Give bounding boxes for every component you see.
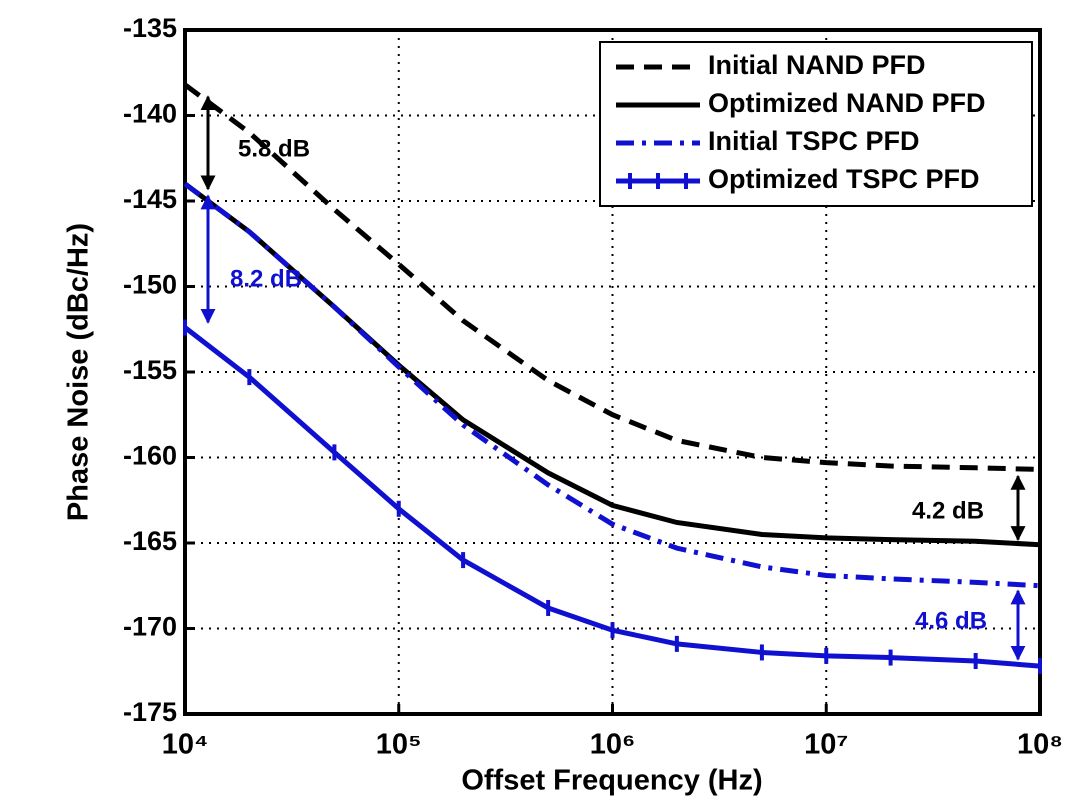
x-tick-label: 10⁶ [590,729,636,761]
y-tick-label: -140 [123,99,177,129]
y-tick-label: -165 [123,526,177,556]
legend-label: Optimized NAND PFD [708,88,986,118]
annotation-text: 5.8 dB [238,135,310,162]
y-tick-label: -160 [123,441,177,471]
x-axis-label: Offset Frequency (Hz) [461,765,762,797]
x-tick-label: 10⁵ [376,729,422,761]
legend-label: Initial TSPC PFD [708,126,920,156]
y-tick-label: -145 [123,184,177,214]
x-tick-label: 10⁷ [804,729,848,761]
legend: Initial NAND PFD Optimized NAND PFD Initia… [599,41,1033,207]
y-tick-label: -175 [123,697,177,727]
x-tick-label: 10⁴ [162,729,209,761]
legend-label: Optimized TSPC PFD [708,164,980,194]
y-tick-label: -155 [123,355,177,385]
annotation-text: 4.6 dB [915,607,987,634]
legend-label: Initial NAND PFD [708,50,926,80]
y-tick-label: -170 [123,612,177,642]
annotation-text: 4.2 dB [912,497,984,524]
y-axis-label: Phase Noise (dBc/Hz) [63,223,95,521]
y-tick-label: -135 [123,13,177,43]
y-tick-label: -150 [123,270,177,300]
plot-frame [183,28,1042,716]
series-line [183,181,1041,589]
series-line [183,82,1041,472]
x-tick-label: 10⁸ [1017,729,1063,761]
annotation-text: 8.2 dB [230,265,302,292]
